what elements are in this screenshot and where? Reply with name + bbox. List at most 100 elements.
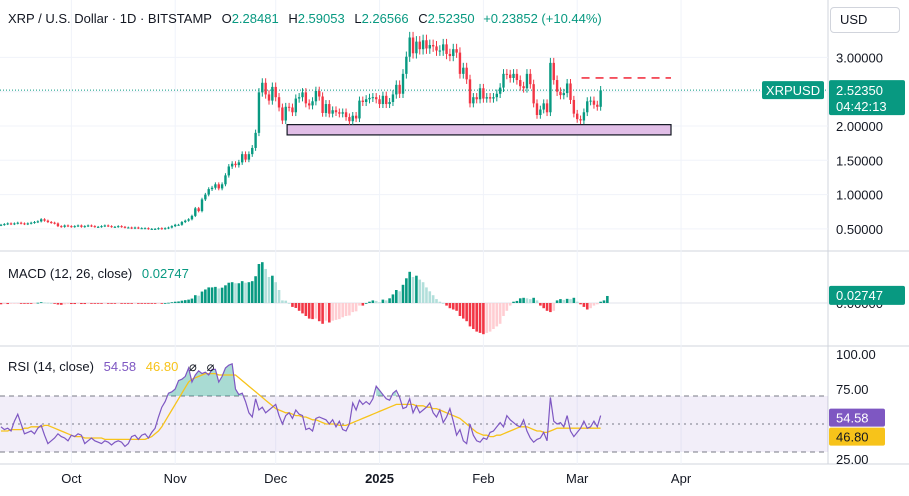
candle[interactable] [371,97,375,99]
candle[interactable] [475,97,478,100]
candle[interactable] [133,227,137,229]
candle[interactable] [271,86,274,101]
candle[interactable] [431,45,435,47]
candle[interactable] [478,88,482,100]
candle[interactable] [117,226,120,228]
candle[interactable] [180,222,184,225]
candle[interactable] [452,49,455,57]
candle[interactable] [194,208,197,216]
candle[interactable] [465,67,468,80]
candle[interactable] [509,74,512,78]
candle[interactable] [63,225,66,227]
candle[interactable] [90,225,93,227]
candle[interactable] [542,103,545,110]
candle[interactable] [582,112,586,121]
candle[interactable] [150,228,153,230]
candle[interactable] [76,225,80,227]
candle[interactable] [391,94,395,102]
candle[interactable] [545,103,549,113]
candle[interactable] [140,228,143,230]
candle[interactable] [284,106,287,121]
candle[interactable] [589,100,592,102]
candle[interactable] [425,40,428,49]
candle[interactable] [458,52,462,74]
candle[interactable] [274,86,277,98]
candle[interactable] [525,73,529,89]
candle[interactable] [73,226,76,228]
candle[interactable] [328,104,331,114]
candle[interactable] [488,97,492,99]
candle[interactable] [107,225,110,227]
candle[interactable] [66,225,70,227]
candle[interactable] [267,94,271,101]
candle[interactable] [495,93,498,98]
candle[interactable] [127,227,130,229]
candle[interactable] [177,224,180,226]
candle[interactable] [576,113,579,120]
candle[interactable] [210,187,214,190]
candle[interactable] [36,221,40,223]
candle[interactable] [53,222,56,224]
candle[interactable] [435,46,438,51]
candle[interactable] [227,166,230,176]
candle[interactable] [378,99,381,105]
candle[interactable] [83,226,86,228]
candle[interactable] [174,224,177,227]
candle[interactable] [110,226,113,228]
candle[interactable] [388,101,391,105]
candle[interactable] [532,84,535,104]
candle[interactable] [324,104,328,113]
candle[interactable] [572,99,576,114]
candle[interactable] [137,227,140,229]
candle[interactable] [224,175,227,185]
candle[interactable] [515,73,519,81]
candle[interactable] [160,228,163,230]
candle[interactable] [157,228,160,230]
candle[interactable] [418,41,421,50]
candle[interactable] [184,220,187,223]
candle[interactable] [354,115,358,119]
candle[interactable] [552,62,555,81]
candle[interactable] [555,80,559,92]
candle[interactable] [401,73,405,94]
candle[interactable] [60,226,63,228]
candle[interactable] [351,115,354,122]
candle[interactable] [468,79,472,104]
candle[interactable] [529,73,532,85]
candle[interactable] [40,219,43,222]
candle[interactable] [364,99,368,102]
candle[interactable] [291,107,294,113]
candle[interactable] [207,189,210,195]
candle[interactable] [535,103,539,116]
candle[interactable] [492,97,495,99]
candle[interactable] [421,40,425,50]
candle[interactable] [592,100,596,105]
candle[interactable] [13,223,16,225]
candle[interactable] [428,45,431,49]
candle[interactable] [405,56,408,74]
candle[interactable] [448,53,452,57]
candle[interactable] [455,49,458,53]
candle[interactable] [80,225,83,227]
candle[interactable] [123,226,127,228]
candle[interactable] [385,95,388,105]
candle[interactable] [23,223,26,225]
candle[interactable] [200,199,204,212]
candle[interactable] [411,37,415,54]
candle[interactable] [485,97,488,99]
candle[interactable] [103,225,107,227]
symbol-label[interactable]: XRP / U.S. Dollar · 1D · BITSTAMP [8,11,212,26]
candle[interactable] [287,106,291,108]
candle[interactable] [217,184,220,189]
candle[interactable] [143,228,147,230]
candle[interactable] [46,220,50,223]
candle[interactable] [113,226,117,228]
candle[interactable] [257,92,261,133]
candle[interactable] [331,110,334,114]
candle[interactable] [0,224,3,226]
candle[interactable] [415,41,418,54]
candle[interactable] [539,109,542,116]
candle[interactable] [230,163,234,167]
